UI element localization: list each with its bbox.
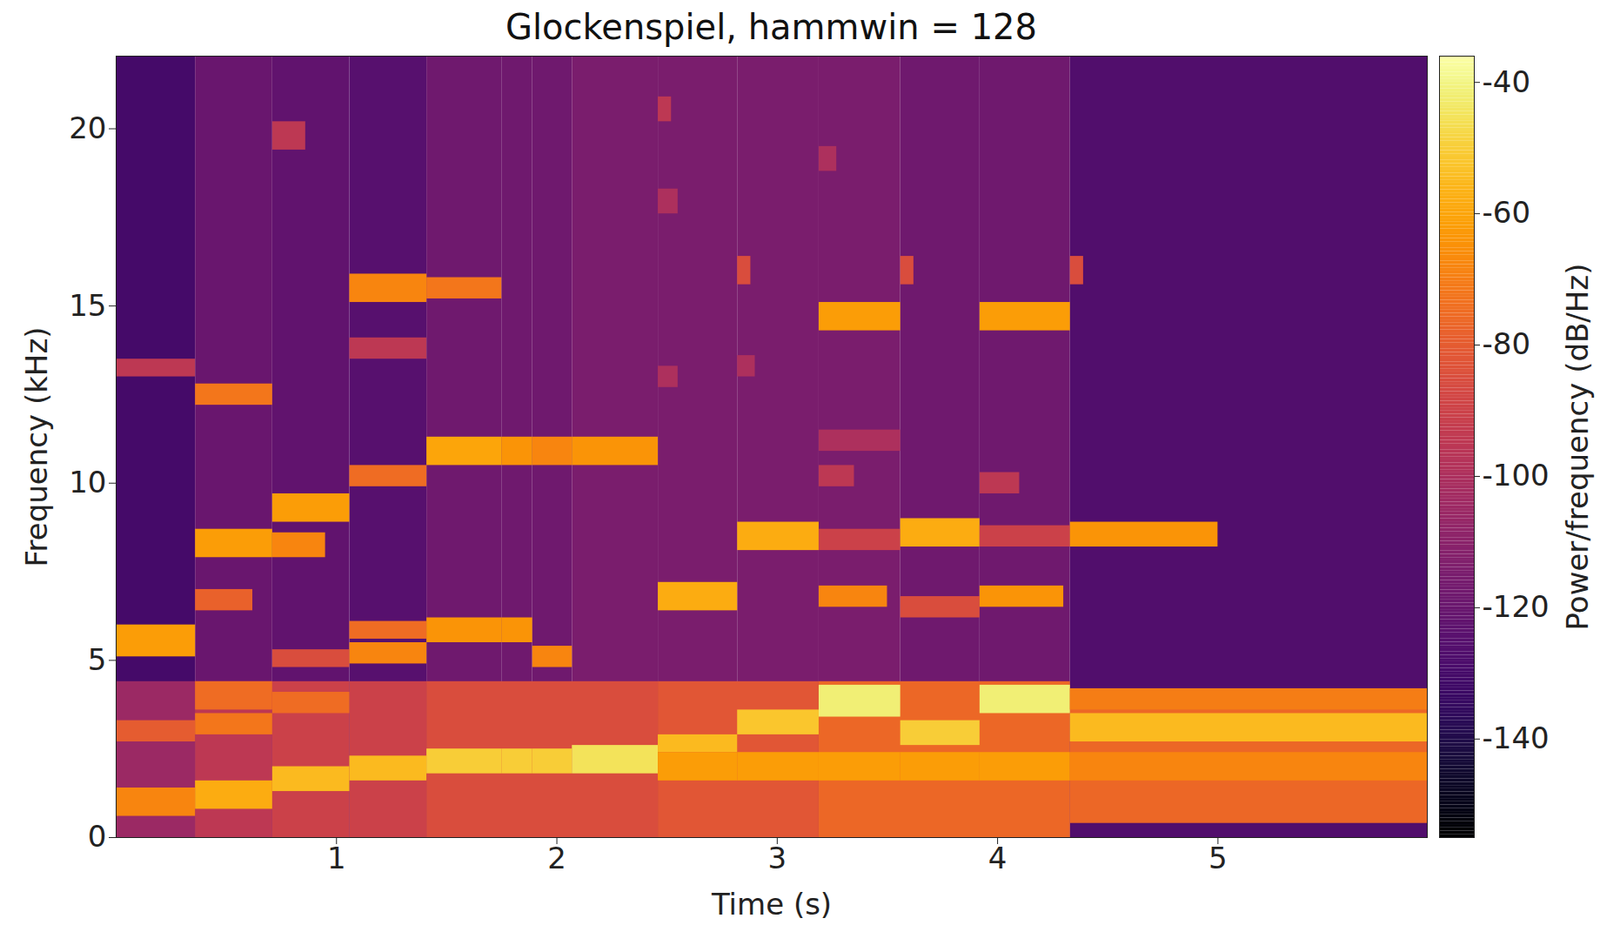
svg-text:Power/frequency (dB/Hz): Power/frequency (dB/Hz) xyxy=(1559,263,1595,631)
svg-text:15: 15 xyxy=(68,287,107,322)
svg-text:-120: -120 xyxy=(1482,589,1550,624)
svg-text:20: 20 xyxy=(68,110,107,146)
svg-text:Frequency (kHz): Frequency (kHz) xyxy=(19,326,54,567)
svg-text:0: 0 xyxy=(87,818,108,854)
svg-text:-140: -140 xyxy=(1482,720,1550,756)
svg-text:-80: -80 xyxy=(1482,326,1532,362)
svg-text:-40: -40 xyxy=(1482,64,1532,100)
svg-text:10: 10 xyxy=(68,464,107,500)
svg-text:3: 3 xyxy=(768,840,788,876)
svg-text:5: 5 xyxy=(1208,840,1228,876)
svg-text:-100: -100 xyxy=(1482,457,1550,493)
svg-text:5: 5 xyxy=(87,642,108,677)
svg-text:4: 4 xyxy=(988,840,1008,876)
svg-text:2: 2 xyxy=(547,840,567,876)
svg-text:1: 1 xyxy=(327,840,347,876)
html-text:Glockenspiel, hammwin = 128: Glockenspiel, hammwin = 128 xyxy=(505,6,1038,47)
svg-text:Time (s): Time (s) xyxy=(710,886,832,922)
svg-text:-60: -60 xyxy=(1482,194,1532,230)
